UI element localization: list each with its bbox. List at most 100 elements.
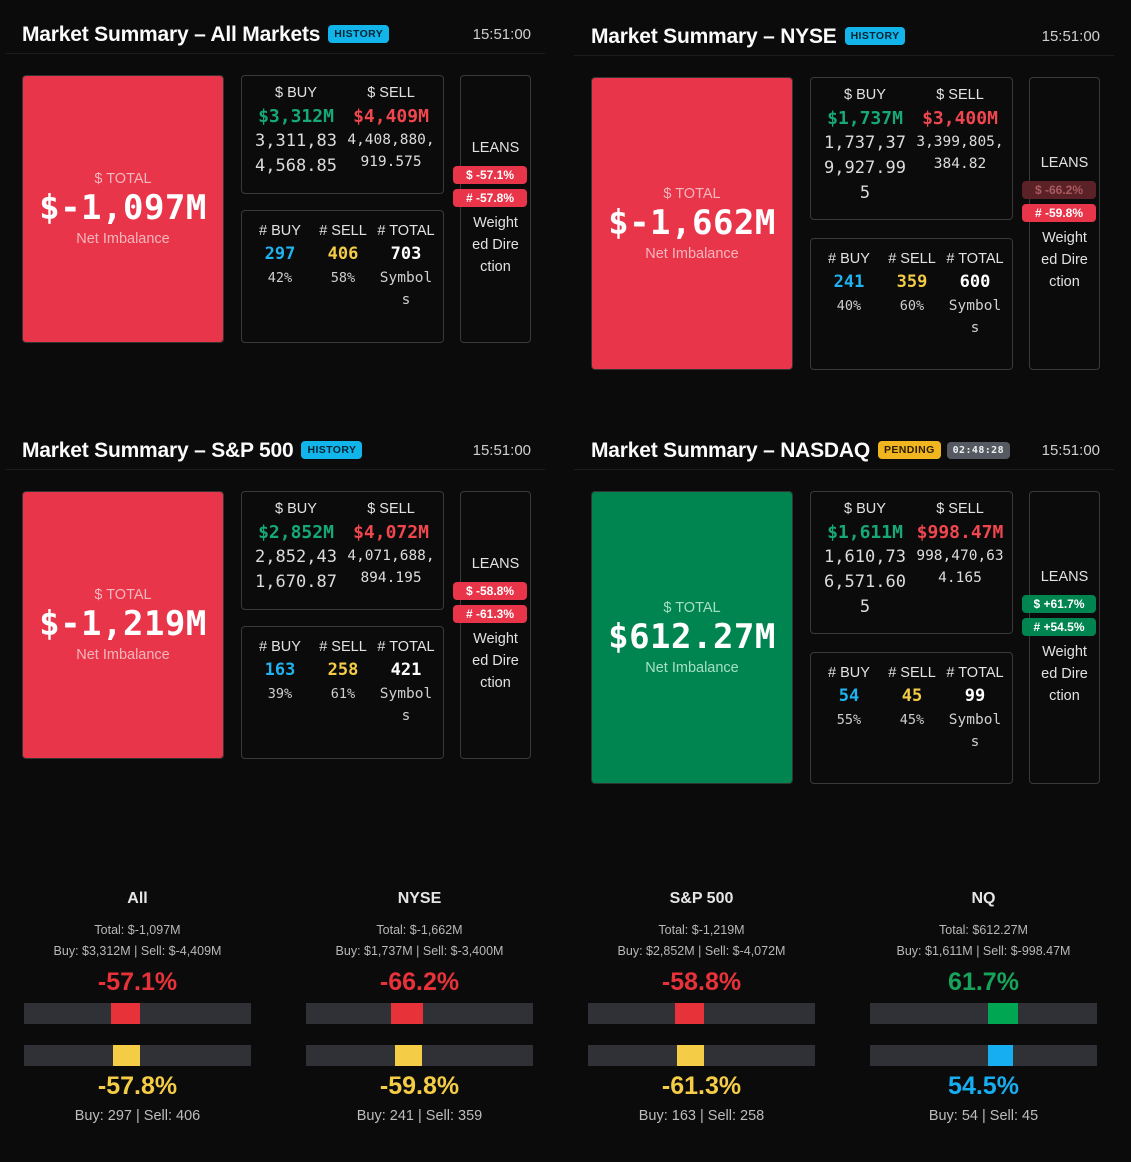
summary-counts: Buy: 241 | Sell: 359 [356,1108,483,1124]
count-lean-pill: # +54.5% [1022,617,1096,636]
buy-count-pct: 40% [836,298,862,314]
net-total-card: $ TOTAL $-1,219M Net Imbalance [22,491,224,759]
buy-dollar-label: $ BUY [275,501,317,517]
buy-count-pct: 42% [267,270,293,286]
count-lean-fill [676,1045,705,1066]
summary-sp500: S&P 500 Total: $-1,219M Buy: $2,852M | S… [588,890,815,1124]
summary-name: All [127,890,148,907]
total-count-label: # TOTAL [377,223,435,239]
symbol-count-box: # BUY 163 39% # SELL 258 61% # TOTAL 421… [241,626,444,759]
buy-dollar-raw: 2,852,431,670.87 [255,547,337,592]
count-lean-pct: -61.3% [661,1072,742,1100]
sell-dollar-label: $ SELL [936,501,984,517]
total-label: $ TOTAL [663,185,721,202]
panel-time: 15:51:00 [472,26,531,43]
sell-dollar-label: $ SELL [367,85,415,101]
dollar-lean-pill: $ -57.1% [453,166,527,184]
sell-count-label: # SELL [319,639,367,655]
panel-header: Market Summary – NYSE HISTORY 15:51:00 [574,16,1114,56]
net-imbalance-label: Net Imbalance [76,231,170,247]
panel-title: Market Summary – NASDAQ [591,439,870,462]
dollar-lean-pill: $ +61.7% [1022,594,1096,613]
panel-nyse: Market Summary – NYSE HISTORY 15:51:00 $ … [574,16,1114,386]
buy-dollar-value: $1,737M [827,108,903,129]
sell-count-value: 359 [896,272,928,292]
leans-title: LEANS [1040,568,1089,585]
leans-box: LEANS $ -66.2% # -59.8% Weighted Directi… [1022,77,1100,370]
sell-dollar-label: $ SELL [936,87,984,103]
summary-buysell: Buy: $2,852M | Sell: $-4,072M [617,944,786,958]
net-imbalance-label: Net Imbalance [645,245,739,262]
panel-header: Market Summary – All Markets HISTORY 15:5… [5,14,545,54]
history-badge[interactable]: HISTORY [844,27,906,45]
dollar-lean-fill [111,1003,141,1024]
sell-dollar-label: $ SELL [367,501,415,517]
dollar-lean-fill [987,1003,1019,1024]
total-value: $-1,097M [39,188,207,228]
count-lean-fill [987,1045,1014,1066]
symbols-label: Symbols [379,270,433,308]
panel-nasdaq: Market Summary – NASDAQ PENDING 02:48:28 1… [574,430,1114,790]
symbol-count-box: # BUY 297 42% # SELL 406 58% # TOTAL 703… [241,210,444,343]
count-lean-fill [113,1045,141,1066]
sell-count-label: # SELL [888,251,936,267]
summary-total: Total: $612.27M [939,923,1028,937]
dollar-lean-bar [306,1003,533,1024]
panel-time: 15:51:00 [1041,28,1100,45]
summary-buysell: Buy: $3,312M | Sell: $-4,409M [53,944,222,958]
buy-count-value: 241 [833,272,865,292]
net-imbalance-label: Net Imbalance [76,647,170,663]
symbols-label: Symbols [948,298,1002,336]
count-lean-pill: # -59.8% [1022,203,1096,222]
total-label: $ TOTAL [663,599,721,616]
symbols-label: Symbols [379,686,433,724]
buy-count-pct: 39% [267,686,293,702]
count-lean-pct: 54.5% [948,1072,1019,1100]
sell-count-value: 45 [901,686,923,706]
pending-badge[interactable]: PENDING [878,441,941,459]
panel-time: 15:51:00 [1041,442,1100,459]
sell-dollar-raw: 4,408,880,919.575 [347,132,435,170]
summary-name: NQ [971,890,996,907]
panel-title: Market Summary – NYSE [591,25,837,48]
leans-box: LEANS $ -58.8% # -61.3% Weighted Directi… [453,491,531,759]
summary-nyse: NYSE Total: $-1,662M Buy: $1,737M | Sell… [306,890,533,1124]
summary-name: NYSE [397,890,442,907]
summary-total: Total: $-1,662M [376,923,463,937]
dollar-lean-fill [390,1003,423,1024]
summary-counts: Buy: 297 | Sell: 406 [74,1108,201,1124]
buy-dollar-raw: 3,311,834,568.85 [255,131,337,176]
summary-all: All Total: $-1,097M Buy: $3,312M | Sell:… [24,890,251,1124]
leans-box: LEANS $ -57.1% # -57.8% Weighted Directi… [453,75,531,343]
buy-count-pct: 55% [836,712,862,728]
buy-dollar-value: $1,611M [827,522,903,543]
history-badge[interactable]: HISTORY [301,441,363,459]
sell-count-label: # SELL [888,665,936,681]
buy-count-label: # BUY [828,251,870,267]
dollar-lean-pct: -57.1% [97,968,178,996]
leans-title: LEANS [471,140,520,156]
summary-nq: NQ Total: $612.27M Buy: $1,611M | Sell: … [870,890,1097,1124]
buy-dollar-label: $ BUY [844,501,886,517]
sell-dollar-value: $998.47M [916,522,1004,543]
total-value: $-1,219M [39,604,207,644]
summary-name: S&P 500 [669,890,734,907]
count-lean-pill: # -61.3% [453,605,527,623]
dollar-volume-box: $ BUY $1,611M 1,610,736,571.605 $ SELL $… [810,491,1013,634]
buy-dollar-raw: 1,737,379,927.995 [824,133,906,203]
dollar-lean-pct: -66.2% [379,968,460,996]
leans-title: LEANS [1040,154,1089,171]
sell-dollar-raw: 4,071,688,894.195 [347,548,435,586]
dollar-lean-bar [870,1003,1097,1024]
panel-title: Market Summary – All Markets [22,23,321,46]
count-lean-pct: -59.8% [379,1072,460,1100]
dollar-volume-box: $ BUY $2,852M 2,852,431,670.87 $ SELL $4… [241,491,444,610]
count-lean-bar [24,1045,251,1066]
total-count-value: 421 [390,660,422,680]
history-badge[interactable]: HISTORY [328,25,390,43]
buy-dollar-value: $2,852M [258,522,334,543]
dollar-lean-pct: -58.8% [661,968,742,996]
panel-title: Market Summary – S&P 500 [22,439,294,462]
weighted-direction-label: Weighted Direction [1041,643,1088,704]
count-lean-pct: -57.8% [97,1072,178,1100]
